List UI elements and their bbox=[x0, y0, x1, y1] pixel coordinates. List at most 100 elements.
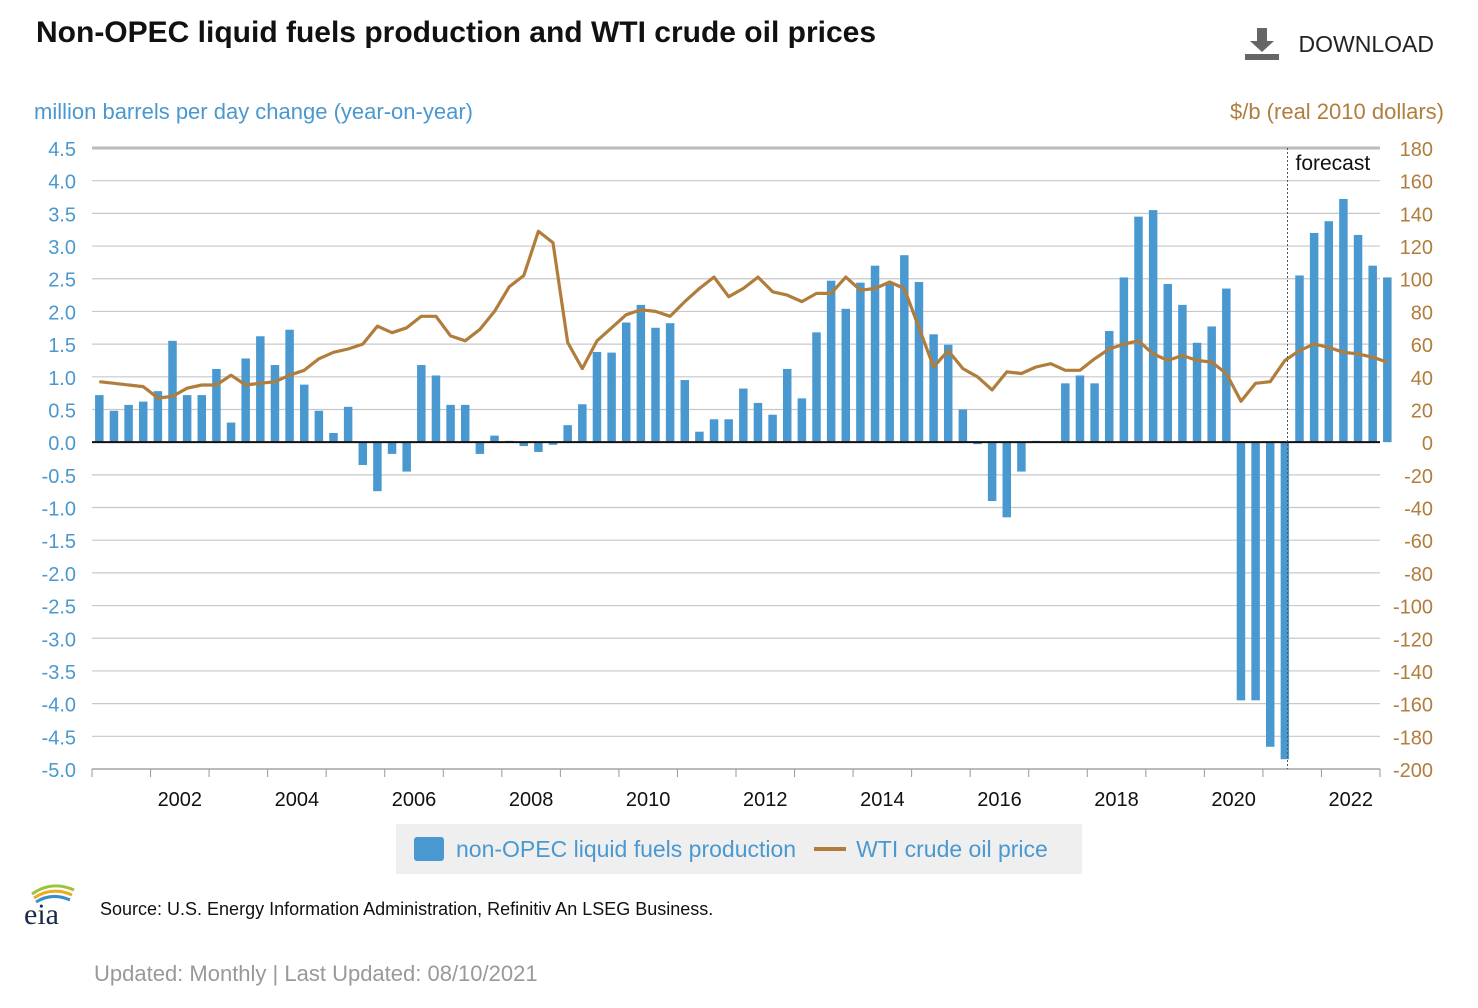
right-tick-label: 80 bbox=[1411, 302, 1433, 324]
production-bar bbox=[299, 384, 309, 443]
chart-legend: non-OPEC liquid fuels production WTI cru… bbox=[396, 824, 1082, 874]
right-tick-label: 40 bbox=[1411, 368, 1433, 390]
production-bar bbox=[753, 402, 763, 443]
legend-item-production[interactable]: non-OPEC liquid fuels production bbox=[414, 836, 796, 863]
right-tick-label: 120 bbox=[1400, 237, 1433, 259]
production-bar bbox=[153, 391, 163, 443]
legend-item-wti[interactable]: WTI crude oil price bbox=[814, 836, 1048, 863]
right-tick-label: -160 bbox=[1393, 695, 1433, 717]
production-bar bbox=[563, 425, 572, 443]
production-bar bbox=[1368, 265, 1377, 443]
production-bar bbox=[1265, 442, 1275, 747]
production-bar bbox=[1280, 442, 1290, 760]
left-tick-label: 0.0 bbox=[48, 433, 76, 455]
legend-wti-label: WTI crude oil price bbox=[856, 835, 1048, 862]
eia-logo: eia bbox=[24, 884, 75, 928]
production-bar bbox=[1339, 198, 1348, 443]
left-tick-label: 2.0 bbox=[48, 302, 76, 324]
production-bar bbox=[943, 344, 953, 443]
production-bar bbox=[548, 442, 558, 445]
right-tick-label: -200 bbox=[1393, 760, 1433, 782]
source-note: Source: U.S. Energy Information Administ… bbox=[100, 899, 714, 919]
right-tick-label: -120 bbox=[1393, 629, 1433, 651]
production-bar bbox=[387, 442, 397, 454]
legend-line-swatch bbox=[814, 847, 847, 851]
svg-text:eia: eia bbox=[24, 898, 59, 928]
production-bar bbox=[446, 404, 455, 443]
production-bar bbox=[856, 282, 865, 443]
production-bar bbox=[343, 406, 353, 443]
production-bar bbox=[680, 380, 690, 443]
x-tick-label: 2018 bbox=[1094, 789, 1139, 811]
right-tick-label: 160 bbox=[1400, 172, 1433, 194]
right-tick-label: 180 bbox=[1400, 139, 1433, 161]
left-tick-label: -2.0 bbox=[42, 564, 76, 586]
production-bar bbox=[1353, 234, 1363, 443]
x-tick-label: 2006 bbox=[392, 789, 437, 811]
production-bar bbox=[417, 365, 426, 443]
chart-title: Non-OPEC liquid fuels production and WTI… bbox=[36, 16, 877, 49]
production-bar bbox=[885, 283, 894, 443]
left-tick-label: -5.0 bbox=[42, 760, 76, 782]
production-bar bbox=[1236, 442, 1246, 701]
x-tick-label: 2002 bbox=[158, 789, 203, 811]
right-tick-label: 20 bbox=[1411, 400, 1433, 422]
legend-production-label: non-OPEC liquid fuels production bbox=[456, 835, 797, 862]
production-bar bbox=[1134, 216, 1143, 443]
left-tick-label: -3.5 bbox=[42, 662, 76, 684]
x-tick-label: 2014 bbox=[860, 789, 905, 811]
production-bar bbox=[929, 334, 938, 443]
production-bar bbox=[124, 404, 133, 443]
left-tick-label: 1.0 bbox=[48, 368, 76, 390]
production-bar bbox=[168, 340, 177, 443]
production-bar bbox=[578, 404, 587, 443]
production-bar bbox=[226, 422, 236, 443]
production-bar bbox=[768, 414, 777, 443]
production-bar bbox=[212, 368, 221, 443]
production-bar bbox=[739, 388, 748, 443]
production-bar bbox=[329, 433, 338, 443]
production-bar bbox=[1119, 277, 1129, 443]
production-bar bbox=[314, 410, 324, 443]
production-bar bbox=[1002, 442, 1012, 518]
left-tick-label: -4.5 bbox=[42, 727, 76, 749]
x-tick-label: 2012 bbox=[743, 789, 788, 811]
right-tick-label: -140 bbox=[1393, 662, 1433, 684]
left-tick-label: 2.5 bbox=[48, 270, 76, 292]
left-tick-label: 4.0 bbox=[48, 172, 76, 194]
production-bar bbox=[1222, 288, 1231, 443]
production-bar bbox=[1207, 326, 1216, 443]
download-button[interactable]: DOWNLOAD bbox=[1244, 28, 1434, 60]
production-bar bbox=[182, 395, 192, 443]
production-bar bbox=[651, 327, 660, 443]
left-tick-label: -0.5 bbox=[42, 466, 76, 488]
production-bar bbox=[138, 401, 148, 443]
production-bar bbox=[1309, 232, 1319, 443]
left-tick-label: 4.5 bbox=[48, 139, 76, 161]
x-tick-label: 2022 bbox=[1328, 789, 1373, 811]
production-bar bbox=[109, 410, 119, 443]
production-bar bbox=[709, 419, 719, 443]
production-bar bbox=[1324, 221, 1334, 443]
production-bar bbox=[1192, 342, 1202, 443]
download-icon bbox=[1244, 28, 1279, 60]
production-bar bbox=[1061, 383, 1070, 443]
left-tick-label: -1.5 bbox=[42, 531, 76, 553]
production-bar bbox=[519, 442, 529, 447]
production-bar bbox=[1017, 442, 1026, 472]
right-tick-label: -20 bbox=[1404, 466, 1433, 488]
production-bar bbox=[402, 442, 411, 472]
production-bar bbox=[285, 329, 294, 443]
left-tick-label: -3.0 bbox=[42, 629, 76, 651]
production-bar bbox=[1163, 283, 1173, 443]
production-bar bbox=[621, 322, 631, 443]
production-bar bbox=[534, 442, 543, 452]
production-bar bbox=[1251, 442, 1260, 701]
production-bar bbox=[987, 442, 997, 501]
updated-note: Updated: Monthly | Last Updated: 08/10/2… bbox=[94, 961, 538, 986]
production-bar bbox=[724, 419, 733, 443]
left-tick-label: -4.0 bbox=[42, 695, 76, 717]
production-bar bbox=[870, 265, 880, 443]
right-tick-label: 0 bbox=[1422, 433, 1433, 455]
right-tick-label: 100 bbox=[1400, 270, 1433, 292]
